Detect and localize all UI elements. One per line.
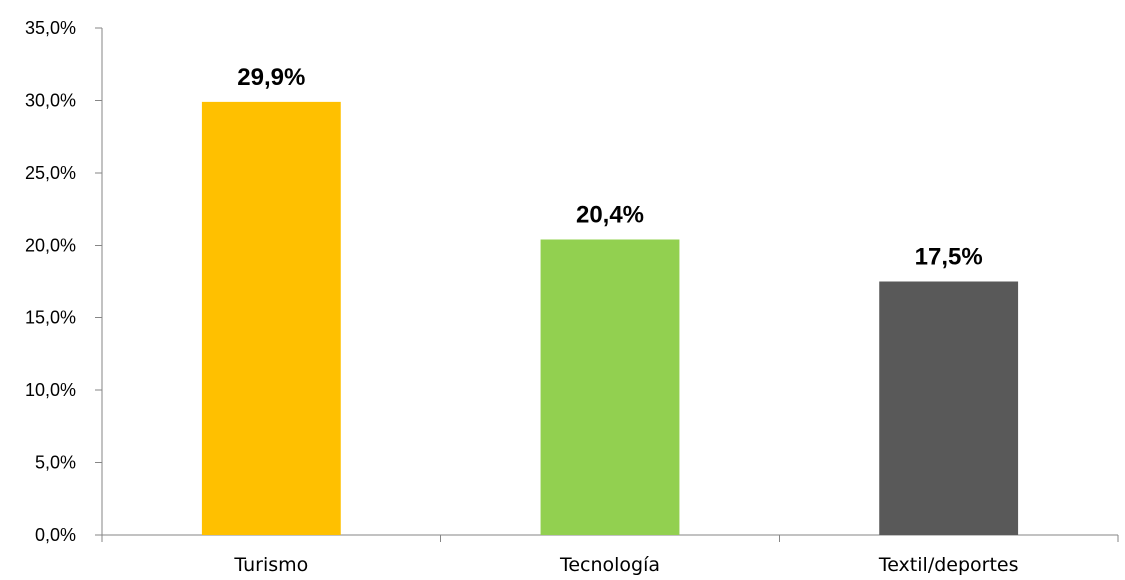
x-category-label: Tecnología bbox=[559, 554, 660, 576]
data-label: 17,5% bbox=[915, 244, 983, 271]
bar bbox=[540, 239, 680, 535]
data-label: 29,9% bbox=[237, 64, 305, 91]
data-labels: 29,9% 20,4% 17,5% bbox=[237, 64, 982, 271]
y-tick-label: 30,0% bbox=[25, 90, 76, 110]
y-tick-label: 15,0% bbox=[25, 308, 76, 328]
y-tick-label: 25,0% bbox=[25, 163, 76, 183]
x-axis: Turismo Tecnología Textil/deportes bbox=[101, 534, 1119, 576]
bar bbox=[201, 101, 341, 536]
y-tick-label: 10,0% bbox=[25, 380, 76, 400]
data-label: 20,4% bbox=[576, 201, 644, 228]
x-category-label: Textil/deportes bbox=[878, 554, 1019, 576]
y-tick-label: 0,0% bbox=[35, 525, 76, 545]
x-category-label: Turismo bbox=[233, 554, 308, 576]
bar bbox=[879, 281, 1019, 535]
y-tick-label: 35,0% bbox=[25, 18, 76, 38]
y-axis: 0,0% 5,0% 10,0% 15,0% 20,0% 25,0% 30,0% 35,0% bbox=[25, 18, 103, 545]
y-tick-label: 20,0% bbox=[25, 235, 76, 255]
y-tick-label: 5,0% bbox=[35, 453, 76, 473]
bars bbox=[201, 101, 1019, 536]
